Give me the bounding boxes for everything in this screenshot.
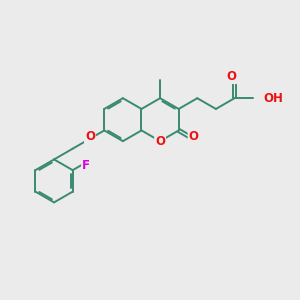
Text: O: O — [226, 70, 237, 83]
Text: F: F — [82, 159, 90, 172]
Text: O: O — [189, 130, 199, 142]
Text: O: O — [85, 130, 95, 143]
Text: O: O — [155, 135, 165, 148]
Text: OH: OH — [263, 92, 283, 105]
